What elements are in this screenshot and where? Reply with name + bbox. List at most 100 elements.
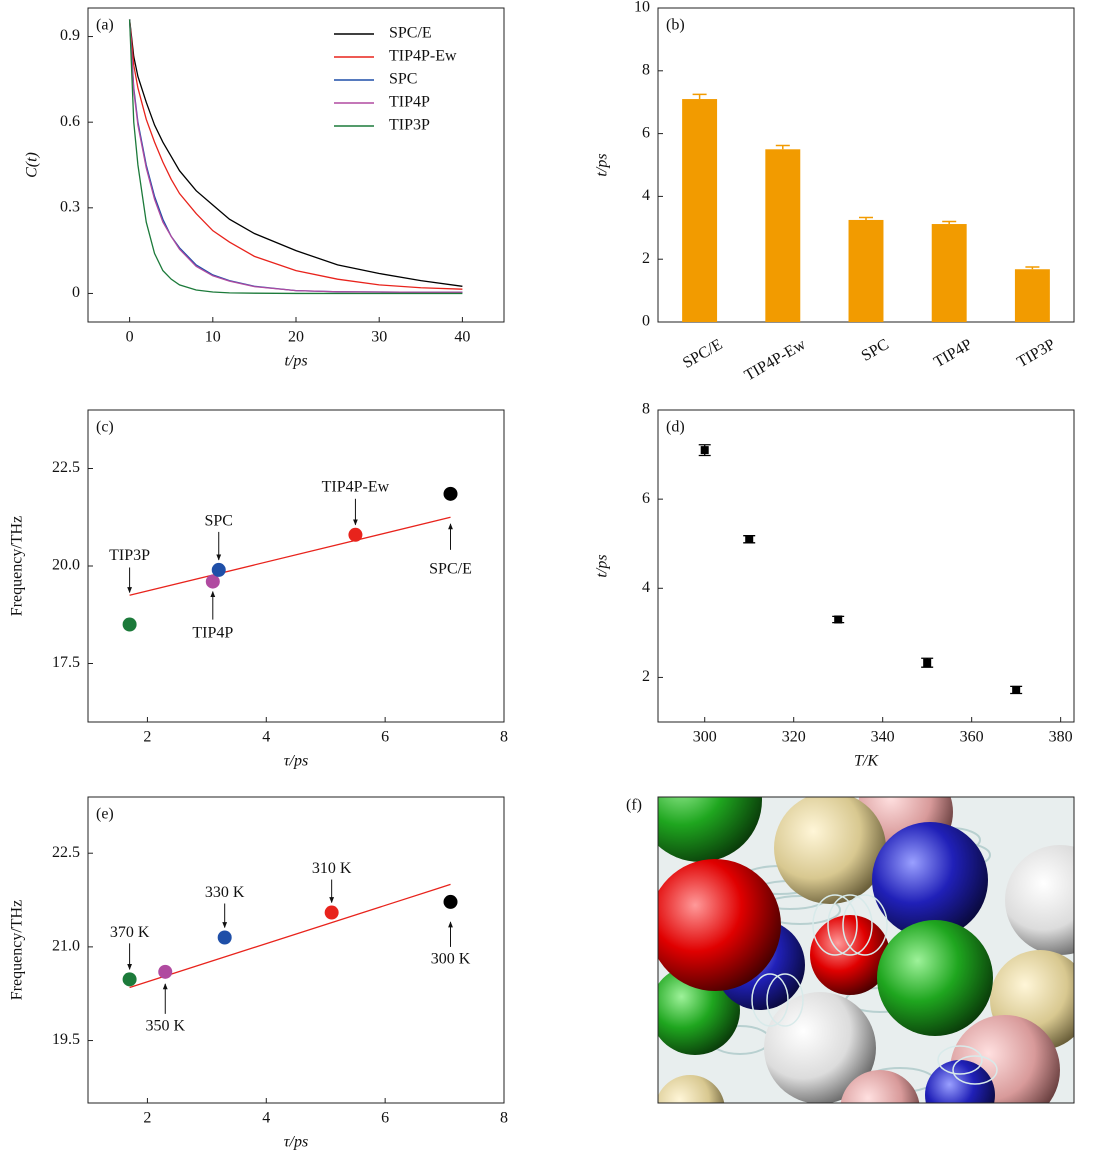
point-label: TIP3P [109,547,150,564]
y-tick-label: 22.5 [52,844,80,861]
x-tick-label: 4 [262,729,270,746]
bar [1014,269,1050,322]
panel-label: (b) [666,17,685,34]
y-tick-label: 0 [72,284,80,301]
y-tick-label: 4 [642,187,650,204]
point-label: SPC [205,513,233,530]
plot-frame [87,796,505,1104]
bar [682,99,718,322]
x-tick-label: 6 [381,1110,389,1127]
data-point [324,905,339,920]
data-point [158,964,173,979]
image-frame [657,796,1075,1104]
x-axis-label: τ/ps [284,1134,308,1151]
y-axis-label: C(t) [24,152,41,178]
point-label: 330 K [205,884,245,901]
y-axis-label: t/ps [594,554,611,577]
y-tick-label: 2 [642,250,650,267]
point-label: TIP4P-Ew [322,478,390,495]
data-point [745,535,754,544]
data-point [348,527,363,542]
y-tick-label: 2 [642,668,650,685]
y-axis-label: t/ps [594,153,611,176]
y-tick-label: 0.9 [60,27,80,44]
x-tick-label: 380 [1049,729,1073,746]
y-tick-label: 21.0 [52,938,80,955]
error-bar [1025,266,1040,270]
bar [931,224,967,322]
x-tick-label: SPC [859,336,892,365]
data-point [1012,685,1021,694]
plot-frame [657,409,1075,723]
x-tick-label: 4 [262,1110,270,1127]
x-axis-label: t/ps [284,353,307,370]
panel-label: (e) [96,806,114,823]
x-tick-label: 320 [782,729,806,746]
data-point [217,930,232,945]
error-bar [775,144,790,150]
error-bar [859,216,873,220]
x-tick-label: 6 [381,729,389,746]
legend-label: TIP4P-Ew [389,48,457,65]
bar [765,149,801,322]
x-tick-label: TIP4P-Ew [742,336,809,385]
data-point [122,972,137,987]
panel-label: (d) [666,419,685,436]
legend-label: TIP4P [389,94,430,111]
y-tick-label: 0 [642,313,650,330]
y-tick-label: 4 [642,579,650,596]
legend-label: SPC/E [389,25,432,42]
data-point [122,617,137,632]
series-line [128,19,463,293]
x-axis-label: T/K [854,753,879,770]
data-point [443,894,458,909]
series-line [128,19,463,287]
error-bar [942,220,957,225]
data-point [211,562,226,577]
x-tick-label: 340 [871,729,895,746]
x-tick-label: 8 [500,729,508,746]
series-line [128,19,463,295]
point-label: SPC/E [429,561,472,578]
x-tick-label: 2 [143,729,151,746]
y-tick-label: 6 [642,124,650,141]
x-tick-label: 10 [205,329,221,346]
y-tick-label: 0.3 [60,198,80,215]
y-tick-label: 10 [634,0,650,16]
legend-label: SPC [389,71,417,88]
point-label: 370 K [110,924,150,941]
x-tick-label: 40 [454,329,470,346]
data-point [923,658,932,667]
molecule-image [658,797,1074,1103]
data-point [443,486,458,501]
x-tick-label: 8 [500,1110,508,1127]
data-point [700,446,709,455]
legend-label: TIP3P [389,117,430,134]
x-axis-label: τ/ps [284,753,308,770]
x-tick-label: SPC/E [680,336,725,372]
panel-label: (c) [96,419,114,436]
x-tick-label: 300 [693,729,717,746]
fit-line [129,516,451,596]
panel-label: (f) [626,797,642,814]
x-tick-label: 2 [143,1110,151,1127]
x-tick-label: 30 [371,329,387,346]
y-tick-label: 20.0 [52,557,80,574]
x-tick-label: 360 [960,729,984,746]
error-bar [692,93,707,100]
y-tick-label: 22.5 [52,459,80,476]
bar [848,219,884,322]
point-label: TIP4P [192,624,233,641]
y-tick-label: 19.5 [52,1031,80,1048]
point-label: 310 K [312,860,352,877]
y-tick-label: 8 [642,401,650,418]
y-axis-label: Frequency/THz [9,900,26,1000]
y-tick-label: 0.6 [60,113,80,130]
point-label: 350 K [145,1018,185,1035]
series-line [128,19,463,290]
fit-line [129,883,451,989]
x-tick-label: TIP4P [931,336,975,371]
data-point [834,615,843,624]
x-tick-label: 0 [126,329,134,346]
